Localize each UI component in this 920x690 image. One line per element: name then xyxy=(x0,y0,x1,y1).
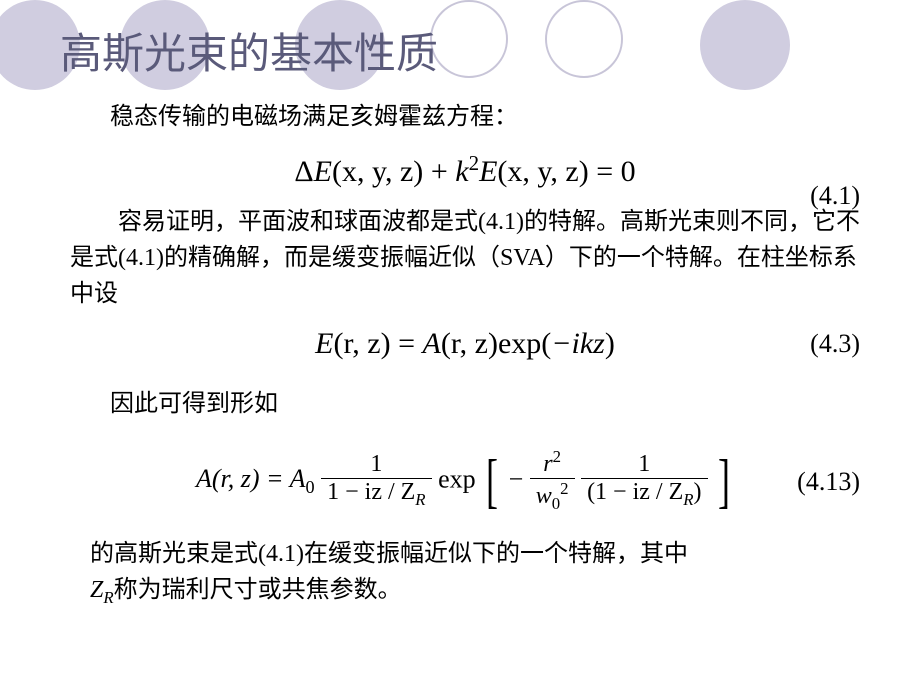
equation-4-3-row: E(r, z) = A(r, z)exp(−ikz) (4.3) xyxy=(60,327,870,361)
paragraph-1: 容易证明，平面波和球面波都是式(4.1)的特解。高斯光束则不同，它不是式(4.1… xyxy=(70,204,870,312)
equation-4-13: A(r, z) = A0 1 1 − iz / ZR exp [ − r2 w0… xyxy=(196,447,734,516)
eq3-E: E xyxy=(315,327,333,360)
eq1-eq0: = 0 xyxy=(589,155,636,188)
eq13-frac2: r2 w02 xyxy=(530,447,575,516)
para3-c: 称为瑞利尺寸或共焦参数。 xyxy=(114,577,402,603)
eq3-rargs: (r, z) xyxy=(441,327,498,360)
para3-R: R xyxy=(103,588,113,607)
eq3-exp: exp( xyxy=(498,327,551,360)
slide-content: 高斯光束的基本性质 稳态传输的电磁场满足亥姆霍兹方程： ΔE(x, y, z) … xyxy=(0,0,920,640)
eq13-frac1: 1 1 − iz / ZR xyxy=(321,451,431,512)
equation-4-13-row: A(r, z) = A0 1 1 − iz / ZR exp [ − r2 w0… xyxy=(60,447,870,516)
equation-4-13-label: (4.13) xyxy=(797,467,860,497)
eq3-ikz: −ikz xyxy=(551,327,605,360)
subtitle: 稳态传输的电磁场满足亥姆霍兹方程： xyxy=(110,96,870,131)
eq3-largs: (r, z) xyxy=(334,327,391,360)
para3-Z: Z xyxy=(90,577,103,603)
delta-symbol: Δ xyxy=(294,155,313,188)
paragraph-2: 因此可得到形如 xyxy=(110,386,870,422)
eq13-lhs: A(r, z) = A0 xyxy=(196,464,315,493)
right-bracket-icon: ] xyxy=(718,447,730,516)
eq13-minus: − xyxy=(509,464,524,493)
slide-title: 高斯光束的基本性质 xyxy=(60,20,870,81)
equation-4-3-label: (4.3) xyxy=(810,329,860,359)
equation-4-3: E(r, z) = A(r, z)exp(−ikz) xyxy=(315,327,615,361)
eq13-frac3: 1 (1 − iz / ZR) xyxy=(581,451,707,512)
eq13-exp: exp xyxy=(438,464,476,493)
eq3-close: ) xyxy=(605,327,615,360)
eq1-args2: (x, y, z) xyxy=(497,155,588,188)
left-bracket-icon: [ xyxy=(486,447,498,516)
equation-4-1-row: ΔE(x, y, z) + k2E(x, y, z) = 0 (4.1) xyxy=(60,151,870,189)
equation-4-1: ΔE(x, y, z) + k2E(x, y, z) = 0 xyxy=(294,151,635,189)
eq1-k: k xyxy=(455,155,468,188)
paragraph-3: 的高斯光束是式(4.1)在缓变振幅近似下的一个特解，其中 ZR称为瑞利尺寸或共焦… xyxy=(90,536,870,610)
eq1-args: (x, y, z) xyxy=(332,155,423,188)
equation-4-1-label: (4.1) xyxy=(810,181,860,211)
para3-a: 的高斯光束是式(4.1)在缓变振幅近似下的一个特解，其中 xyxy=(90,541,688,567)
eq3-eq: = xyxy=(391,327,423,360)
eq3-A: A xyxy=(423,327,441,360)
eq1-E: E xyxy=(314,155,332,188)
eq1-plus: + xyxy=(423,155,455,188)
eq1-sq: 2 xyxy=(469,151,480,175)
eq1-E2: E xyxy=(479,155,497,188)
